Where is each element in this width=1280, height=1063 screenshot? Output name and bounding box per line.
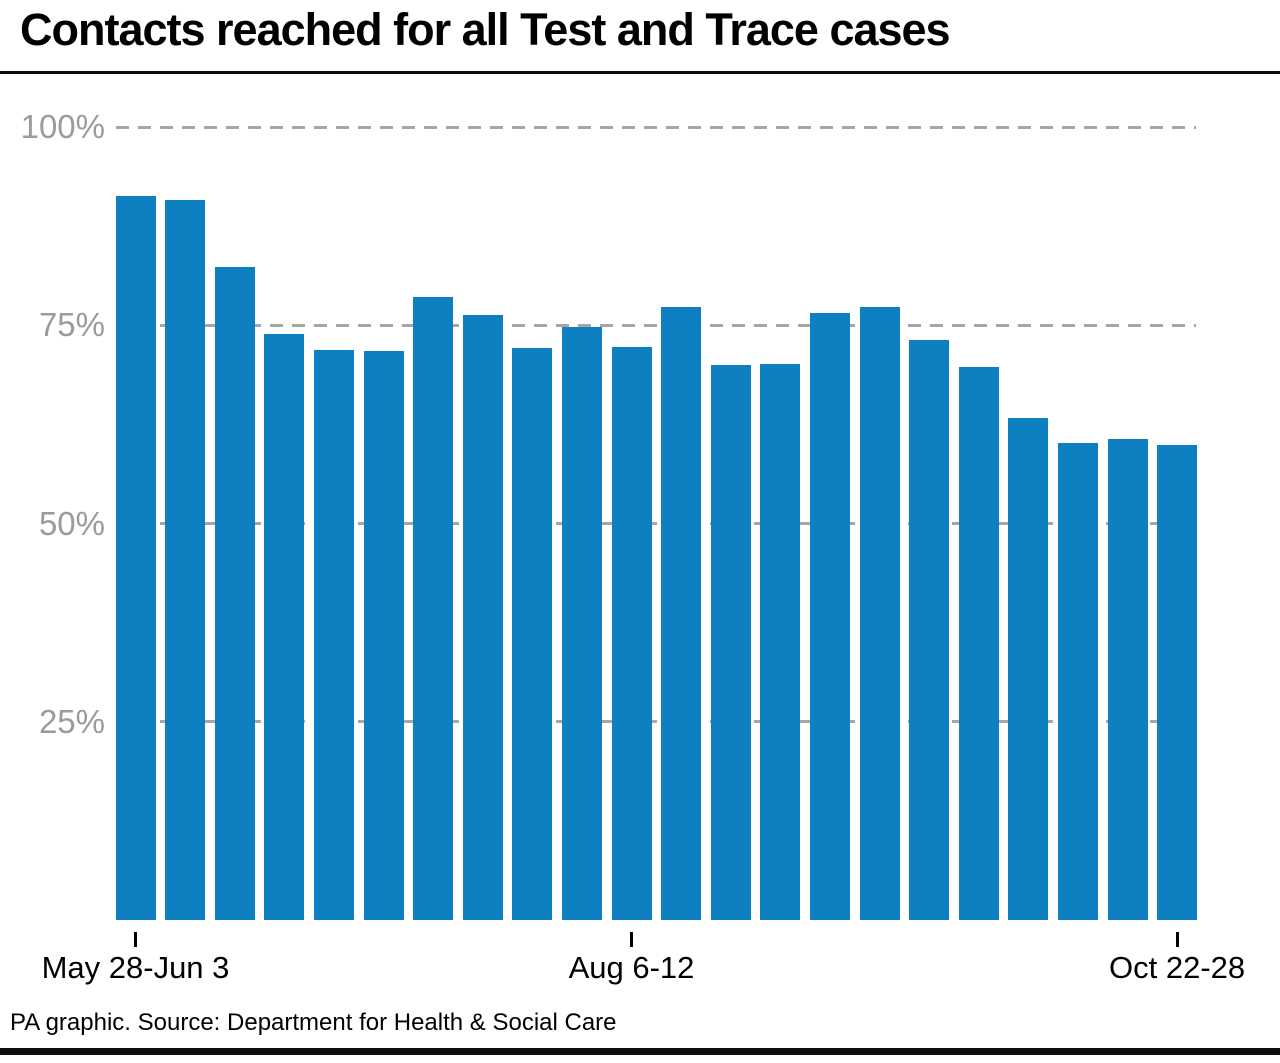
gridline-100pct bbox=[116, 125, 1196, 129]
x-axis-tick-22 bbox=[1175, 932, 1179, 947]
gridline-50pct bbox=[116, 522, 1196, 525]
bar-week-3 bbox=[214, 266, 255, 920]
bar-week-17 bbox=[909, 340, 950, 920]
bar-week-14 bbox=[760, 364, 801, 920]
bar-week-8 bbox=[462, 314, 503, 920]
bar-week-20 bbox=[1057, 442, 1098, 920]
bar-week-19 bbox=[1008, 418, 1049, 920]
bar-week-6 bbox=[363, 351, 404, 920]
bar-week-11 bbox=[611, 346, 652, 920]
gridline-25pct bbox=[116, 720, 1196, 724]
x-axis-tick-1 bbox=[134, 932, 137, 947]
y-axis-label-100pct: 100% bbox=[20, 108, 105, 145]
x-axis-tick-11 bbox=[630, 932, 633, 947]
bar-week-10 bbox=[561, 326, 602, 920]
chart-title: Contacts reached for all Test and Trace … bbox=[20, 4, 951, 55]
bar-week-12 bbox=[661, 307, 702, 920]
y-axis-label-50pct: 50% bbox=[38, 504, 105, 542]
bar-week-15 bbox=[809, 313, 850, 920]
bar-week-13 bbox=[710, 364, 751, 920]
bar-week-7 bbox=[413, 296, 454, 920]
bar-week-18 bbox=[958, 367, 999, 920]
y-axis-label-75pct: 75% bbox=[38, 306, 105, 344]
bar-week-21 bbox=[1107, 438, 1148, 920]
gridline-75pct bbox=[116, 323, 1196, 327]
bottom-divider bbox=[0, 1048, 1280, 1055]
source-credit: PA graphic. Source: Department for Healt… bbox=[10, 1009, 617, 1036]
bar-week-2 bbox=[165, 199, 206, 920]
bar-week-5 bbox=[313, 349, 354, 920]
x-axis-label-22: Oct 22-28 bbox=[1109, 950, 1246, 985]
bar-week-22 bbox=[1157, 444, 1198, 920]
bar-week-16 bbox=[859, 307, 900, 920]
y-axis-label-25pct: 25% bbox=[38, 702, 105, 740]
title-divider bbox=[0, 71, 1280, 74]
x-axis-label-1: May 28-Jun 3 bbox=[41, 950, 230, 985]
x-axis-label-11: Aug 6-12 bbox=[568, 950, 695, 985]
bar-week-9 bbox=[512, 348, 553, 920]
bar-week-4 bbox=[264, 333, 305, 920]
bar-week-1 bbox=[115, 195, 156, 920]
